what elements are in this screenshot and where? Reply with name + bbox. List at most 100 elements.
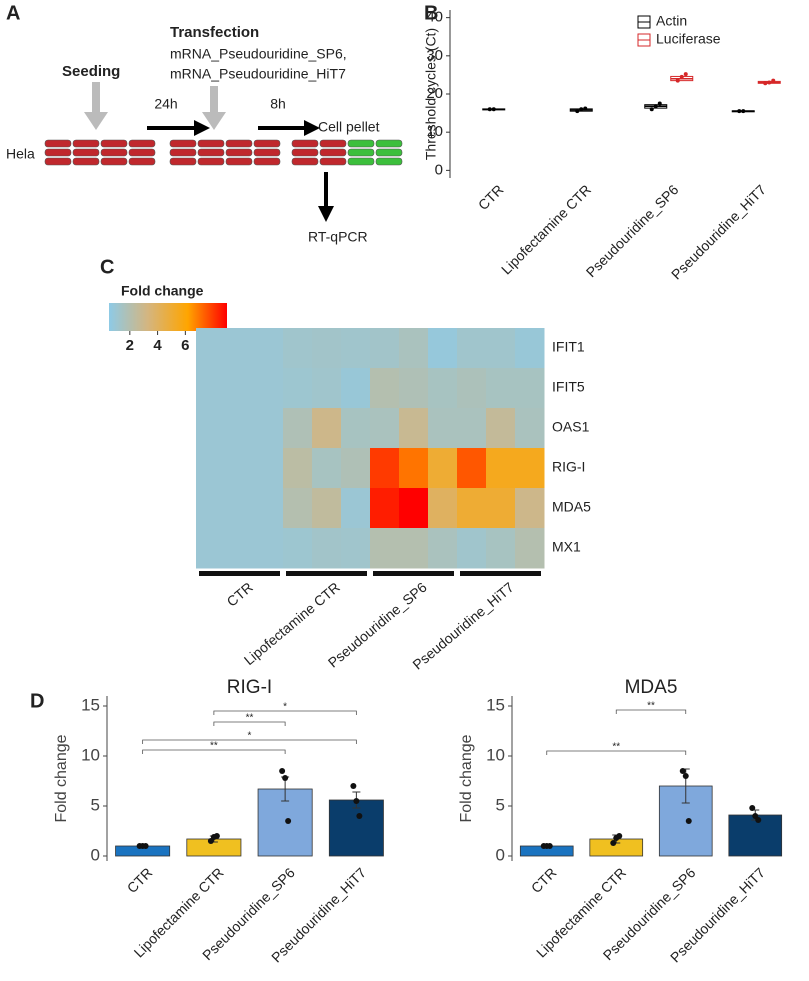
x-tick-label: CTR	[124, 864, 156, 896]
y-tick-label: 0	[435, 161, 443, 178]
heat-cell	[196, 488, 226, 529]
heat-cell	[254, 408, 284, 449]
point	[685, 818, 692, 824]
dish	[100, 139, 128, 148]
point	[356, 813, 363, 819]
dish	[225, 139, 253, 148]
row-label: IFIT1	[552, 339, 585, 355]
point	[610, 840, 617, 846]
heat-cell	[196, 408, 226, 449]
bar	[728, 814, 783, 857]
dish	[319, 148, 347, 157]
point	[679, 74, 684, 79]
dish	[375, 139, 403, 148]
point	[350, 783, 357, 789]
point	[142, 843, 149, 849]
dishes	[44, 139, 403, 166]
dish	[169, 157, 197, 166]
dish	[253, 157, 281, 166]
row-label: IFIT5	[552, 379, 585, 395]
heat-cell	[370, 448, 400, 489]
dish	[347, 148, 375, 157]
group-bar	[460, 571, 541, 576]
point	[653, 104, 658, 109]
heat-cell	[486, 368, 516, 409]
significance-bracket	[142, 749, 286, 754]
heat-cell	[312, 448, 342, 489]
step-label: Seeding	[62, 63, 120, 80]
colorbar-tick-label: 6	[181, 337, 189, 354]
heat-cell	[225, 408, 255, 449]
dish	[100, 148, 128, 157]
heat-cell	[457, 448, 487, 489]
heat-cell	[457, 528, 487, 569]
heat-cell	[312, 368, 342, 409]
x-tick-label: Lipofectamine CTR	[498, 181, 594, 277]
y-tick-label: 5	[496, 795, 505, 814]
cell-line: Hela	[6, 146, 35, 162]
heat-cell	[428, 488, 458, 529]
heat-cell	[370, 368, 400, 409]
heat-cell	[254, 448, 284, 489]
y-tick-label: 0	[496, 845, 505, 864]
heat-cell	[515, 448, 545, 489]
heat-cell	[196, 448, 226, 489]
y-axis-label: Threshold cycles (Ct)	[423, 28, 439, 160]
legend-label: Actin	[656, 13, 687, 29]
x-tick-label: CTR	[528, 864, 560, 896]
row-label: RIG-I	[552, 459, 585, 475]
y-tick-label: 0	[91, 845, 100, 864]
heat-cell	[515, 528, 545, 569]
significance-label: **	[647, 701, 655, 712]
panel-label: A	[6, 2, 20, 24]
heat-cell	[515, 488, 545, 529]
significance-bracket	[213, 710, 357, 715]
heat-cell	[341, 528, 371, 569]
heat-cell	[283, 408, 313, 449]
dish	[72, 157, 100, 166]
point	[353, 798, 360, 804]
dish	[253, 148, 281, 157]
heat-cell	[283, 368, 313, 409]
y-tick-label: 10	[426, 123, 443, 140]
dish	[128, 157, 156, 166]
dish	[128, 139, 156, 148]
heat-cell	[370, 408, 400, 449]
arrows	[84, 82, 334, 222]
colorbar-title: Fold change	[121, 283, 204, 299]
heat-cell	[283, 488, 313, 529]
heat-cell	[254, 368, 284, 409]
x-tick-label: CTR	[223, 579, 255, 610]
heat-cell	[428, 408, 458, 449]
dish	[291, 139, 319, 148]
bar	[328, 799, 384, 857]
heat-cell	[486, 408, 516, 449]
heat-cell	[283, 528, 313, 569]
dish	[72, 148, 100, 157]
y-tick-label: 40	[426, 9, 443, 26]
heat-cell	[196, 528, 226, 569]
heat-cell	[428, 448, 458, 489]
dish	[291, 157, 319, 166]
legend-label: Luciferase	[656, 31, 721, 47]
dish	[197, 148, 225, 157]
dish	[375, 148, 403, 157]
group-bar	[286, 571, 367, 576]
heat-cell	[341, 408, 371, 449]
point	[579, 107, 584, 112]
point	[741, 109, 746, 114]
group-bar	[373, 571, 454, 576]
heat-cell	[486, 528, 516, 569]
dish	[128, 148, 156, 157]
heat-cell	[283, 328, 313, 369]
heat-cell	[457, 328, 487, 369]
group-bar	[199, 571, 280, 576]
point	[487, 107, 492, 112]
heat-cell	[196, 368, 226, 409]
chart-title: RIG-I	[227, 677, 272, 698]
heat-cell	[312, 328, 342, 369]
heat-cell	[341, 328, 371, 369]
heat-cell	[399, 328, 429, 369]
output-label: Cell pellet	[318, 119, 380, 135]
point	[683, 72, 688, 77]
